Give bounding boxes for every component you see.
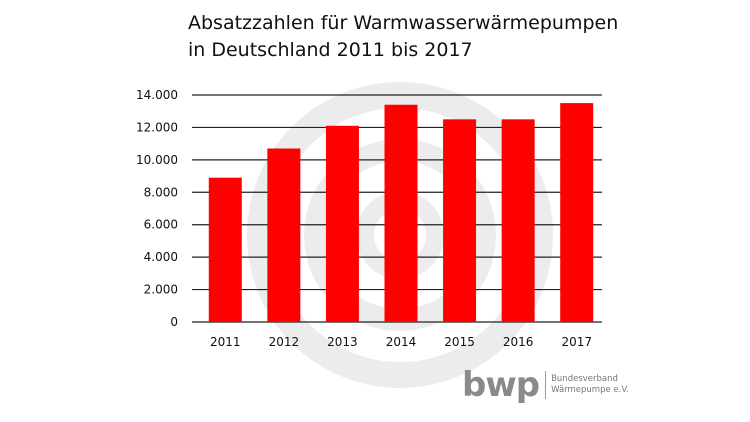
bar-2014 xyxy=(384,104,418,322)
y-tick-label: 14.000 xyxy=(136,88,178,102)
y-tick-label: 8.000 xyxy=(144,185,178,199)
x-tick-label: 2012 xyxy=(269,335,300,349)
y-tick-label: 6.000 xyxy=(144,218,178,232)
bar-2011 xyxy=(208,177,242,322)
y-tick-label: 4.000 xyxy=(144,250,178,264)
logo-text: Bundesverband Wärmepumpe e.V. xyxy=(551,374,629,396)
y-tick-label: 12.000 xyxy=(136,120,178,134)
bwp-logo: bwp Bundesverband Wärmepumpe e.V. xyxy=(462,368,629,402)
bar-2012 xyxy=(267,148,301,322)
x-tick-label: 2015 xyxy=(444,335,475,349)
y-tick-label: 0 xyxy=(170,315,178,329)
chart-title: Absatzzahlen für Warmwasserwärmepumpen i… xyxy=(188,10,618,64)
x-tick-label: 2017 xyxy=(561,335,592,349)
x-tick-label: 2016 xyxy=(503,335,534,349)
title-line-2: in Deutschland 2011 bis 2017 xyxy=(188,39,473,61)
logo-line-2: Wärmepumpe e.V. xyxy=(551,385,629,395)
bar-2013 xyxy=(325,125,359,322)
y-tick-label: 2.000 xyxy=(144,283,178,297)
logo-line-1: Bundesverband xyxy=(551,374,618,384)
bar-2015 xyxy=(443,119,477,322)
bar-2017 xyxy=(560,103,594,322)
logo-divider xyxy=(545,371,547,399)
logo-mark: bwp xyxy=(462,365,540,405)
bar-2016 xyxy=(501,119,535,322)
y-tick-label: 10.000 xyxy=(136,153,178,167)
x-tick-label: 2011 xyxy=(210,335,241,349)
x-tick-label: 2013 xyxy=(327,335,358,349)
x-tick-label: 2014 xyxy=(386,335,417,349)
title-line-1: Absatzzahlen für Warmwasserwärmepumpen xyxy=(188,12,619,34)
